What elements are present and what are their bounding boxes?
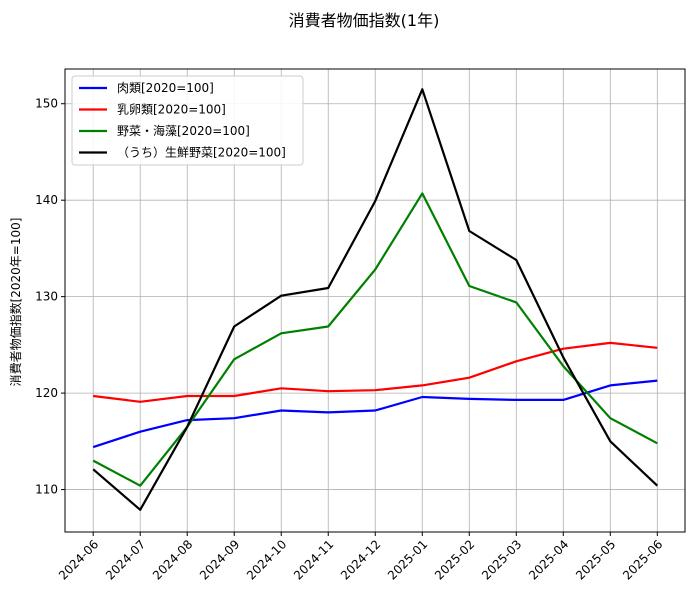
x-tick-label: 2025-06 xyxy=(620,537,665,582)
x-tick-label: 2024-09 xyxy=(197,537,242,582)
x-tick-label: 2024-07 xyxy=(103,537,148,582)
x-tick-label: 2025-04 xyxy=(526,537,571,582)
x-tick-label: 2025-01 xyxy=(385,537,430,582)
series-lines xyxy=(92,88,659,511)
y-tick-label: 150 xyxy=(35,97,58,111)
x-tick-label: 2024-08 xyxy=(150,537,195,582)
y-axis-label: 消費者物価指数[2020年=100] xyxy=(8,218,23,387)
series-line-1 xyxy=(92,379,658,449)
chart-title: 消費者物価指数(1年) xyxy=(289,11,440,30)
legend-label: 野菜・海藻[2020=100] xyxy=(117,123,250,138)
y-tick-label: 120 xyxy=(35,386,58,400)
x-tick-label: 2024-12 xyxy=(338,537,383,582)
y-tick-label: 130 xyxy=(35,290,58,304)
x-tick-label: 2024-11 xyxy=(291,537,336,582)
legend-label: 乳卵類[2020=100] xyxy=(117,103,226,117)
legend: 肉類[2020=100] 乳卵類[2020=100] 野菜・海藻[2020=100]… xyxy=(71,75,304,166)
axis-ticks: 2024-06 2024-07 2024-08 2024-09 2024-10 2024-… xyxy=(35,97,665,583)
x-tick-label: 2025-03 xyxy=(479,537,524,582)
x-tick-label: 2024-06 xyxy=(56,537,101,582)
series-line-2 xyxy=(93,341,658,403)
x-tick-label: 2025-05 xyxy=(573,537,618,582)
legend-box xyxy=(71,75,304,166)
y-tick-label: 140 xyxy=(35,193,58,207)
series-line-4 xyxy=(92,88,659,511)
y-tick-label: 110 xyxy=(35,483,58,497)
legend-label: 肉類[2020=100] xyxy=(117,81,214,95)
x-tick-label: 2025-02 xyxy=(432,537,477,582)
x-tick-label: 2024-10 xyxy=(244,537,289,582)
legend-label: （うち）生鮮野菜[2020=100] xyxy=(117,146,286,160)
